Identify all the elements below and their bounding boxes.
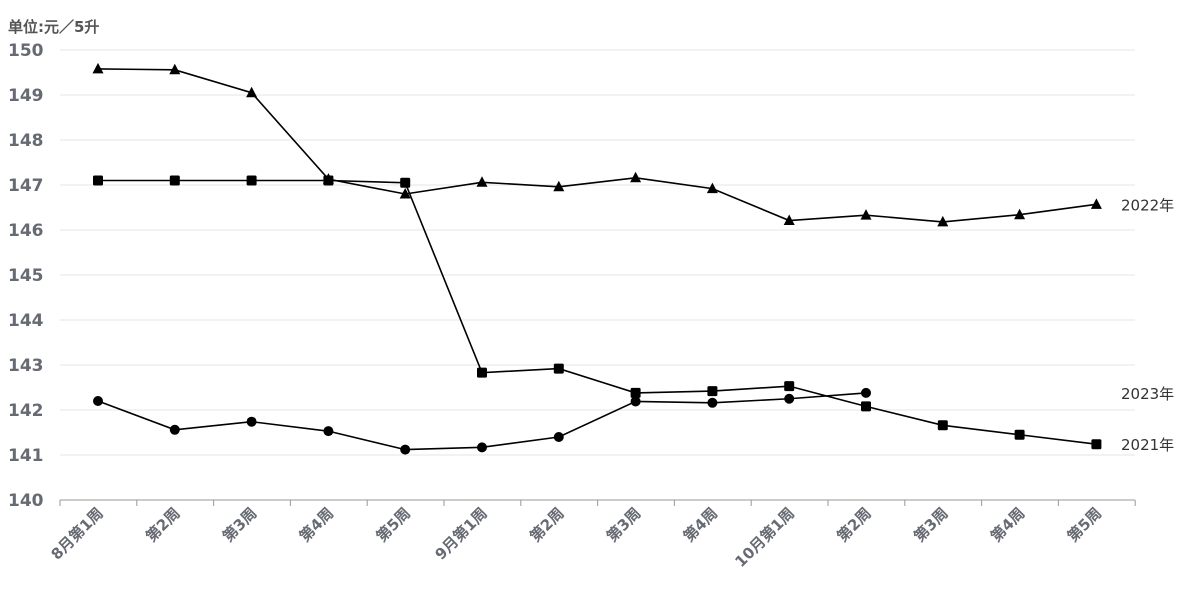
- series-label: 2021年: [1121, 436, 1174, 454]
- data-point-circle: [477, 442, 487, 453]
- series-labels: 2022年 2023年 2021年: [1121, 196, 1174, 454]
- data-point-circle: [861, 387, 871, 398]
- data-point-square: [400, 177, 411, 188]
- data-point-triangle: [246, 86, 258, 98]
- x-axis: [59, 499, 1136, 506]
- data-point-triangle: [860, 209, 872, 220]
- y-tick-label: 145: [8, 266, 44, 286]
- series-circle: [93, 387, 871, 455]
- series-line: [97, 68, 1097, 223]
- x-tick-label: 第2周: [834, 504, 875, 545]
- data-point-triangle: [1014, 208, 1026, 220]
- x-tick-label: 第5周: [1064, 504, 1105, 545]
- data-point-square: [477, 367, 487, 378]
- data-point-square: [323, 175, 334, 186]
- series-triangle: [92, 62, 1102, 227]
- gridlines: [60, 49, 1135, 456]
- data-point-square: [630, 387, 641, 398]
- x-tick-label: 第3周: [910, 504, 951, 545]
- data-point-circle: [400, 444, 411, 455]
- x-tick-label: 第2周: [142, 504, 183, 545]
- data-point-triangle: [169, 63, 181, 75]
- data-point-square: [169, 175, 180, 186]
- x-axis-ticks: 8月第1周 第2周 第3周 第4周 第5周 9月第1周 第2周 第3周 第4周 10月第1周 第2周…: [48, 504, 1106, 571]
- x-tick-label: 第4周: [680, 504, 721, 545]
- data-point-circle: [784, 393, 795, 404]
- series-square: [93, 175, 1102, 450]
- data-point-circle: [169, 424, 180, 435]
- y-axis-ticks: 140 141 142 143 144 145 146 147 148 149 150: [8, 41, 44, 511]
- y-tick-label: 141: [8, 446, 44, 466]
- data-point-circle: [246, 416, 257, 427]
- data-point-square: [784, 381, 795, 392]
- data-point-square: [707, 386, 718, 397]
- x-tick-label: 10月第1周: [731, 504, 798, 571]
- series-line: [98, 179, 1097, 445]
- y-tick-label: 148: [8, 131, 44, 151]
- data-point-circle: [93, 396, 103, 406]
- x-tick-label: 第3周: [603, 504, 644, 545]
- y-tick-label: 143: [8, 356, 44, 376]
- data-point-square: [1091, 439, 1102, 450]
- x-tick-label: 8月第1周: [48, 504, 107, 563]
- x-tick-label: 第2周: [526, 504, 567, 545]
- data-point-triangle: [92, 62, 104, 74]
- data-point-triangle: [399, 188, 411, 199]
- x-tick-label: 第3周: [219, 504, 260, 545]
- data-point-square: [861, 401, 871, 412]
- data-point-circle: [323, 426, 334, 437]
- x-tick-label: 第4周: [296, 504, 337, 545]
- data-point-square: [246, 175, 257, 186]
- data-point-triangle: [937, 215, 949, 227]
- data-point-triangle: [553, 180, 565, 192]
- data-point-circle: [630, 396, 641, 407]
- series-layer: [92, 62, 1102, 455]
- data-point-triangle: [706, 182, 718, 194]
- y-tick-label: 150: [8, 41, 44, 61]
- data-point-circle: [553, 432, 564, 442]
- data-point-square: [93, 175, 103, 186]
- data-point-triangle: [476, 176, 488, 187]
- y-tick-label: 144: [8, 311, 44, 331]
- data-point-square: [553, 363, 564, 374]
- data-point-circle: [707, 397, 718, 408]
- y-tick-label: 149: [8, 86, 44, 106]
- series-label: 2023年: [1121, 385, 1174, 403]
- data-point-triangle: [630, 171, 642, 183]
- x-tick-label: 9月第1周: [432, 504, 491, 563]
- series-line: [97, 392, 867, 451]
- y-tick-label: 142: [8, 401, 44, 421]
- y-tick-label: 140: [8, 491, 44, 511]
- series-label: 2022年: [1121, 196, 1174, 214]
- y-tick-label: 146: [8, 221, 44, 241]
- data-point-triangle: [1090, 198, 1102, 209]
- data-point-triangle: [783, 214, 795, 226]
- unit-label: 单位:元／5升: [8, 18, 99, 36]
- data-point-square: [937, 420, 948, 431]
- x-tick-label: 第5周: [373, 504, 414, 545]
- y-tick-label: 147: [8, 176, 44, 196]
- x-tick-label: 第4周: [987, 504, 1028, 545]
- data-point-square: [1014, 429, 1025, 440]
